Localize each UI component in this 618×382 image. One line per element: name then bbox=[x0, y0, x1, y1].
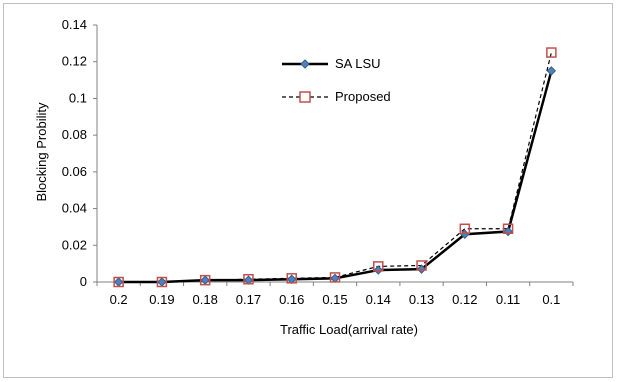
point-sa-lsu bbox=[373, 265, 383, 275]
point-proposed bbox=[329, 272, 341, 283]
x-tick-label: 0.2 bbox=[110, 292, 128, 307]
legend-marker-proposed bbox=[299, 91, 311, 103]
legend-marker-sa-lsu bbox=[300, 59, 310, 69]
series-layer bbox=[113, 47, 557, 288]
point-sa-lsu bbox=[200, 275, 210, 285]
legend-label-proposed: Proposed bbox=[335, 89, 391, 104]
series-line-proposed bbox=[118, 52, 552, 283]
y-tick-label: 0.02 bbox=[62, 237, 87, 252]
x-tick-label: 0.12 bbox=[452, 292, 477, 307]
point-proposed bbox=[502, 223, 514, 235]
x-tick-label: 0.18 bbox=[193, 292, 218, 307]
y-axis-ticks: 0 0.02 0.04 0.06 0.08 0.1 0.12 0.14 bbox=[62, 17, 97, 289]
point-sa-lsu bbox=[503, 226, 513, 237]
point-sa-lsu bbox=[416, 264, 427, 274]
y-tick-label: 0 bbox=[80, 274, 87, 289]
y-tick-label: 0.08 bbox=[62, 127, 87, 142]
x-tick-label: 0.17 bbox=[236, 292, 261, 307]
point-proposed bbox=[546, 47, 557, 58]
point-sa-lsu bbox=[243, 275, 254, 285]
point-sa-lsu bbox=[113, 277, 124, 287]
legend: SA LSU Proposed bbox=[282, 56, 391, 104]
x-tick-label: 0.13 bbox=[409, 292, 434, 307]
point-sa-lsu bbox=[330, 273, 340, 284]
point-sa-lsu bbox=[157, 277, 167, 287]
x-tick-label: 0.15 bbox=[322, 292, 347, 307]
x-axis-title: Traffic Load(arrival rate) bbox=[280, 322, 418, 337]
point-proposed bbox=[459, 223, 471, 235]
point-proposed bbox=[373, 261, 384, 272]
y-tick-label: 0.1 bbox=[69, 90, 87, 105]
x-tick-label: 0.14 bbox=[366, 292, 391, 307]
y-tick-label: 0.12 bbox=[62, 54, 87, 69]
point-sa-lsu bbox=[546, 66, 557, 76]
x-tick-label: 0.16 bbox=[279, 292, 304, 307]
x-tick-label: 0.1 bbox=[542, 292, 560, 307]
x-tick-label: 0.19 bbox=[149, 292, 174, 307]
point-proposed bbox=[156, 276, 168, 288]
point-proposed bbox=[243, 273, 254, 285]
y-tick-label: 0.06 bbox=[62, 164, 87, 179]
point-proposed bbox=[286, 273, 297, 284]
point-proposed bbox=[416, 260, 427, 271]
legend-label-sa-lsu: SA LSU bbox=[335, 56, 381, 71]
x-tick-label: 0.11 bbox=[496, 292, 520, 307]
point-proposed bbox=[113, 276, 124, 288]
x-axis-ticks: 0.2 0.19 0.18 0.17 0.16 0.15 0.14 0.13 0.12 0.11 0… bbox=[96, 282, 574, 307]
y-tick-label: 0.04 bbox=[62, 201, 87, 216]
y-tick-label: 0.14 bbox=[62, 17, 87, 32]
y-axis-title: Blocking Probility bbox=[34, 102, 49, 201]
point-proposed bbox=[199, 274, 211, 286]
